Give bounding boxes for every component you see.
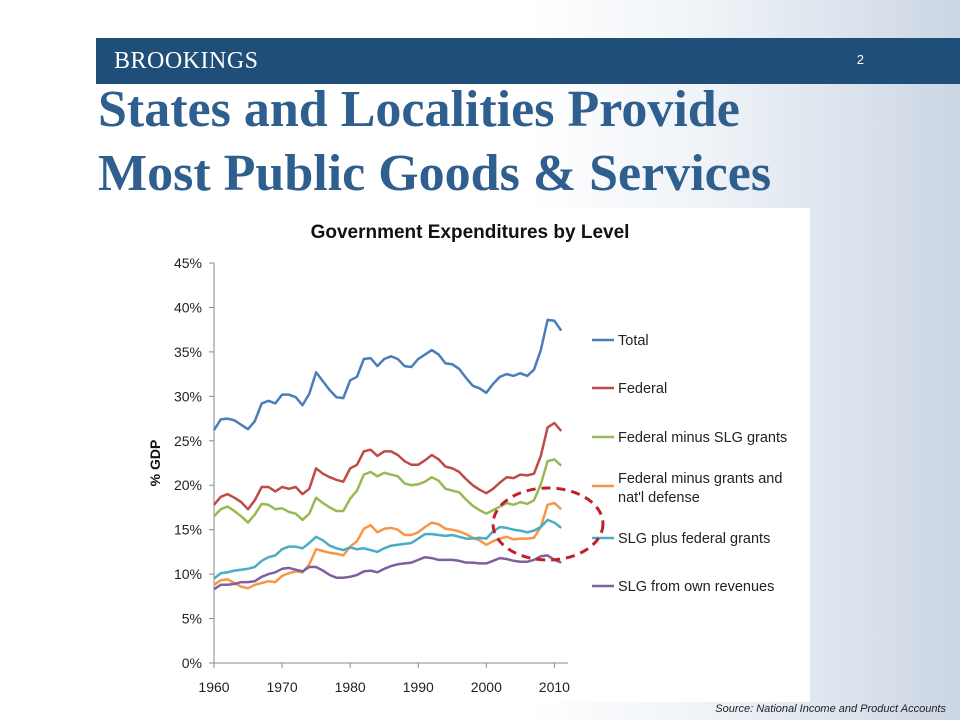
y-tick-label: 35% xyxy=(174,344,202,360)
y-tick-label: 40% xyxy=(174,299,202,315)
page-number: 2 xyxy=(856,52,864,67)
chart-axes: 0% 5% 10% 15% 20% 25% 30% 35% 40% 45% 1960 1970 1980… xyxy=(174,255,570,695)
series-line-0 xyxy=(212,318,563,431)
series-line-3 xyxy=(213,501,563,590)
brand-logo: BROOKINGS xyxy=(114,48,259,74)
y-tick-label: 5% xyxy=(182,611,202,627)
legend-label: Total xyxy=(618,333,649,349)
y-tick-label: 30% xyxy=(174,388,202,404)
x-tick-label: 1990 xyxy=(403,679,434,695)
x-tick-label: 2010 xyxy=(539,679,570,695)
chart-legend: Total Federal Federal minus SLG grants Fede… xyxy=(592,333,787,595)
legend-label: Federal xyxy=(618,381,667,397)
y-tick-label: 20% xyxy=(174,477,202,493)
x-tick-label: 2000 xyxy=(471,679,502,695)
series-line-2 xyxy=(213,458,563,524)
slide-title-line-1: States and Localities Provide xyxy=(98,81,740,138)
legend-label: Federal minus grants and nat'l defense xyxy=(618,471,782,506)
x-tick-label: 1980 xyxy=(335,679,366,695)
x-tick-label: 1970 xyxy=(266,679,297,695)
header-bar: BROOKINGS 2 xyxy=(96,38,960,84)
y-tick-label: 45% xyxy=(174,255,202,271)
x-tick-label: 1960 xyxy=(198,679,229,695)
series-line-1 xyxy=(213,421,563,511)
source-note: Source: National Income and Product Acco… xyxy=(715,703,946,715)
line-chart: Government Expenditures by Level % GDP 0… xyxy=(147,222,787,695)
slide-title-line-2: Most Public Goods & Services xyxy=(98,145,772,202)
y-tick-label: 25% xyxy=(174,433,202,449)
chart-title: Government Expenditures by Level xyxy=(311,222,630,243)
y-tick-label: 0% xyxy=(182,655,202,671)
chart-panel: Government Expenditures by Level % GDP 0… xyxy=(126,208,810,702)
legend-label: SLG from own revenues xyxy=(618,579,774,595)
legend-label: SLG plus federal grants xyxy=(618,531,770,547)
y-axis-label: % GDP xyxy=(147,440,163,487)
highlight-ellipse xyxy=(491,486,605,562)
y-tick-label: 10% xyxy=(174,566,202,582)
chart-series-lines xyxy=(212,318,563,591)
y-tick-label: 15% xyxy=(174,522,202,538)
legend-label: Federal minus SLG grants xyxy=(618,430,787,446)
series-line-5 xyxy=(213,554,562,591)
series-line-4 xyxy=(213,518,562,580)
